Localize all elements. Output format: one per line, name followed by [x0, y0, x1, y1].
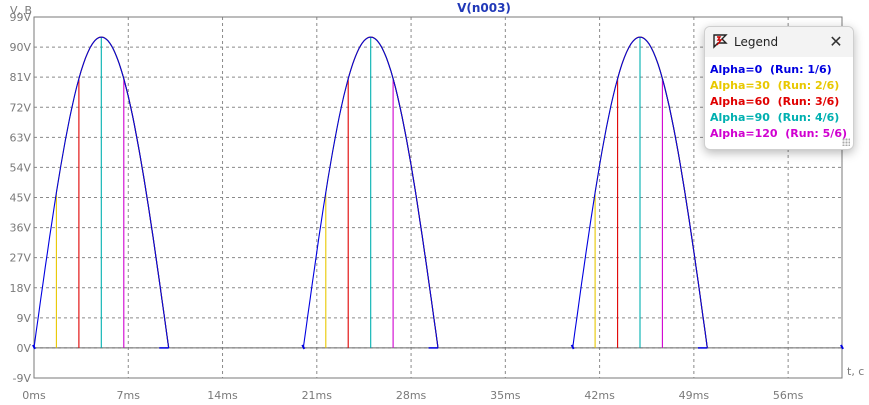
legend-titlebar[interactable]: Legend ✕	[705, 27, 853, 57]
x-tick-label: 7ms	[117, 389, 141, 402]
legend-entry[interactable]: Alpha=30 (Run: 2/6)	[710, 78, 847, 94]
y-tick-label: 99V	[9, 11, 31, 24]
series-line-alpha-0	[33, 36, 708, 348]
legend-entry-name: Alpha=0	[710, 63, 763, 76]
x-axis-label: t, c	[847, 365, 864, 378]
close-icon[interactable]: ✕	[829, 31, 843, 51]
series-baseline-tick	[32, 344, 36, 350]
legend-entry[interactable]: Alpha=120 (Run: 5/6)	[710, 126, 847, 142]
legend-entry[interactable]: Alpha=60 (Run: 3/6)	[710, 94, 847, 110]
series-baseline-tick	[840, 344, 844, 350]
legend-entry-name: Alpha=120	[710, 127, 778, 140]
x-tick-label: 56ms	[773, 389, 804, 402]
legend-entry-run: (Run: 2/6)	[769, 79, 840, 92]
legend-window[interactable]: Legend ✕ Alpha=0 (Run: 1/6) Alpha=30 (Run…	[704, 26, 854, 150]
legend-items: Alpha=0 (Run: 1/6) Alpha=30 (Run: 2/6) Alp…	[710, 62, 847, 142]
y-tick-labels: -9V 0V 9V 18V 27V 36V 45V 54V 63V 72V 81V 90V 99V	[9, 11, 31, 385]
series-baseline-tick	[301, 344, 306, 350]
x-tick-label: 21ms	[302, 389, 333, 402]
y-tick-label: 63V	[9, 131, 31, 144]
legend-entry[interactable]: Alpha=90 (Run: 4/6)	[710, 110, 847, 126]
y-tick-label: 27V	[9, 252, 31, 265]
y-tick-label: 90V	[9, 41, 31, 54]
y-tick-label: 0V	[16, 342, 31, 355]
legend-entry-run: (Run: 3/6)	[769, 95, 840, 108]
x-tick-label: 35ms	[490, 389, 521, 402]
x-tick-label: 28ms	[396, 389, 427, 402]
x-tick-labels: 0ms 7ms 14ms 21ms 28ms 35ms 42ms 49ms 56ms	[22, 389, 803, 402]
y-tick-label: 81V	[9, 71, 31, 84]
y-tick-label: 9V	[16, 312, 31, 325]
plot-border	[33, 16, 843, 379]
y-tick-label: -9V	[13, 372, 32, 385]
x-tick-label: 42ms	[584, 389, 615, 402]
y-tick-label: 72V	[9, 101, 31, 114]
y-tick-label: 54V	[9, 161, 31, 174]
legend-title: Legend	[734, 35, 779, 49]
series-baseline-tick	[570, 344, 575, 350]
legend-entry-run: (Run: 1/6)	[762, 63, 832, 76]
legend-entry-name: Alpha=90	[710, 111, 770, 124]
chart-title: V(n003)	[457, 1, 511, 15]
series-lines	[32, 36, 844, 350]
legend-entry[interactable]: Alpha=0 (Run: 1/6)	[710, 62, 847, 78]
legend-entry-name: Alpha=60	[710, 95, 770, 108]
y-tick-label: 45V	[9, 192, 31, 205]
x-tick-label: 49ms	[679, 389, 710, 402]
legend-entry-run: (Run: 5/6)	[777, 127, 847, 140]
x-tick-label: 14ms	[207, 389, 238, 402]
x-tick-label: 0ms	[22, 389, 46, 402]
legend-entry-name: Alpha=30	[710, 79, 770, 92]
legend-entry-run: (Run: 4/6)	[769, 111, 840, 124]
resize-grip-icon[interactable]	[842, 138, 850, 146]
y-tick-label: 18V	[9, 282, 31, 295]
y-axis-label: V, В	[10, 4, 32, 17]
ltspice-app-icon	[713, 34, 728, 49]
y-tick-label: 36V	[9, 222, 31, 235]
